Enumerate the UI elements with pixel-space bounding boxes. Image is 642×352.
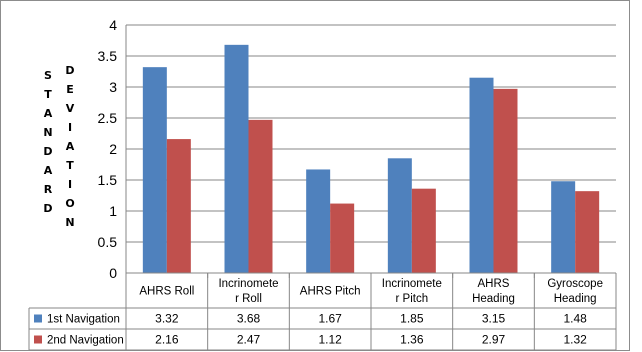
bar-second-navigation — [411, 188, 436, 273]
y-tick-label: 1.5 — [98, 172, 118, 188]
data-cell: 3.68 — [237, 312, 261, 326]
y-axis-label-letter: V — [66, 102, 75, 115]
bar-first-navigation — [551, 181, 576, 273]
data-cell: 3.15 — [482, 312, 506, 326]
bar-first-navigation — [469, 77, 494, 273]
data-cell: 1.67 — [318, 312, 342, 326]
y-axis-label-letter: D — [65, 64, 74, 77]
bar-first-navigation — [306, 169, 331, 273]
y-axis-label-letter: R — [44, 183, 53, 196]
category-label: AHRS Roll — [139, 286, 194, 298]
bars — [142, 44, 600, 274]
category-label: AHRS Pitch — [300, 286, 361, 298]
y-axis-label-letter: D — [43, 202, 52, 215]
legend-key — [34, 335, 42, 344]
y-tick-label: 3.5 — [98, 48, 118, 64]
y-axis-label-letter: I — [68, 121, 72, 134]
data-cell: 2.16 — [155, 333, 179, 347]
category-label: AHRS Heading — [472, 278, 515, 305]
y-tick-label: 1 — [109, 203, 117, 219]
data-cell: 1.32 — [563, 333, 587, 347]
series-name: 2nd Navigation — [47, 335, 124, 347]
bar-first-navigation — [224, 44, 249, 274]
data-cell: 2.97 — [482, 333, 506, 347]
series-name: 1st Navigation — [47, 314, 120, 326]
bar-first-navigation — [387, 158, 412, 273]
y-tick-label: 2 — [109, 141, 117, 157]
data-cell: 1.48 — [563, 312, 587, 326]
y-axis-label-letter: A — [66, 140, 75, 153]
y-axis-label-letter: T — [44, 88, 52, 101]
y-tick-label: 0.5 — [98, 234, 118, 250]
y-axis-label-letter: N — [43, 126, 52, 139]
bar-second-navigation — [493, 88, 518, 273]
y-axis-label-letter: A — [44, 164, 53, 177]
y-axis-label-letter: I — [68, 178, 72, 191]
category-label: Gyroscope Heading — [547, 278, 603, 305]
category-label: Incrinomete r Pitch — [382, 278, 442, 305]
y-tick-label: 4 — [109, 17, 117, 33]
data-cell: 2.47 — [237, 333, 261, 347]
legend-key — [34, 314, 42, 323]
y-tick-label: 3 — [109, 79, 117, 95]
gridlines — [126, 24, 616, 243]
data-table: AHRS Roll Incrinomete r Roll AHRS Pitch Incr… — [28, 273, 617, 351]
data-cell: 1.85 — [400, 312, 424, 326]
data-cell: 1.36 — [400, 333, 424, 347]
y-axis-label-letter: A — [44, 107, 53, 120]
y-axis-label-letter: S — [44, 69, 52, 82]
y-axis-label-letter: D — [43, 145, 52, 158]
y-axis-label-letter: T — [66, 159, 74, 172]
y-axis-label-letter: N — [65, 216, 74, 229]
y-tick-label: 2.5 — [98, 110, 118, 126]
bar-first-navigation — [142, 67, 167, 273]
y-axis-label-letter: E — [66, 83, 74, 96]
bar-second-navigation — [166, 139, 191, 273]
data-cell: 1.12 — [318, 333, 342, 347]
y-tick-label: 0 — [109, 265, 117, 281]
bar-second-navigation — [330, 203, 355, 273]
y-tick-labels: 0 0.5 1 1.5 2 2.5 3 3.5 4 — [98, 17, 118, 281]
data-cell: 3.32 — [155, 312, 179, 326]
bar-second-navigation — [248, 119, 273, 273]
y-axis-label-letter: O — [65, 197, 74, 210]
category-label: Incrinomete r Roll — [218, 278, 278, 305]
bar-second-navigation — [575, 191, 600, 273]
